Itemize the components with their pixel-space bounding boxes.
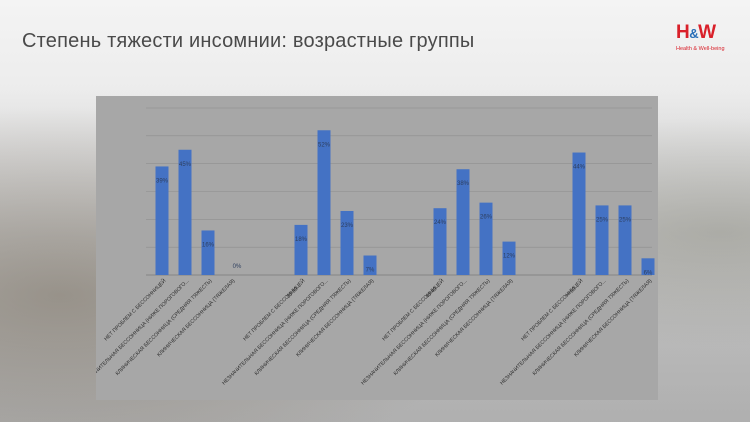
category-label: НЕЗНАЧИТЕЛЬНАЯ БЕССОННИЦА (НИЖЕ ПОРОГОВО… <box>360 278 468 386</box>
category-label: НЕЗНАЧИТЕЛЬНАЯ БЕССОННИЦА (НИЖЕ ПОРОГОВО… <box>499 278 607 386</box>
data-label: 45% <box>179 162 192 168</box>
category-label: КЛИНИЧЕСКАЯ БЕССОННИЦА (СРЕДНЯЯ ТЯЖЕСТЬ) <box>115 278 214 377</box>
brand-logo: H&W Health & Well-being <box>676 22 740 60</box>
category-label: КЛИНИЧЕСКАЯ БЕССОННИЦА (СРЕДНЯЯ ТЯЖЕСТЬ) <box>393 278 492 377</box>
data-label: 26% <box>480 215 493 221</box>
chart-svg: 39%НЕТ ПРОБЛЕМ С БЕССОННИЦЕЙ45%НЕЗНАЧИТЕ… <box>96 107 655 386</box>
data-label: 7% <box>366 268 375 274</box>
bar <box>479 202 493 275</box>
logo-subtext: Health & Well-being <box>676 46 725 52</box>
data-label: 52% <box>318 142 331 148</box>
bar <box>178 149 192 275</box>
bar <box>572 152 586 275</box>
bar <box>317 130 331 275</box>
bar <box>618 205 632 275</box>
category-label: КЛИНИЧЕСКАЯ БЕССОННИЦА (СРЕДНЯЯ ТЯЖЕСТЬ) <box>254 278 353 377</box>
data-label: 12% <box>503 254 516 260</box>
data-label: 24% <box>434 220 447 226</box>
data-label: 44% <box>573 165 586 171</box>
bar <box>340 210 354 275</box>
bar <box>363 255 377 275</box>
data-label: 25% <box>619 217 632 223</box>
data-label: 25% <box>596 217 609 223</box>
data-label: 18% <box>295 237 308 243</box>
logo-mark: H&W <box>676 22 716 43</box>
bar <box>201 230 215 275</box>
data-label: 6% <box>644 270 653 276</box>
data-label: 16% <box>202 242 215 248</box>
category-label: КЛИНИЧЕСКАЯ БЕССОННИЦА (СРЕДНЯЯ ТЯЖЕСТЬ) <box>532 278 631 377</box>
bar <box>641 258 655 275</box>
data-label: 23% <box>341 223 354 229</box>
bar <box>433 208 447 275</box>
bar <box>155 166 169 275</box>
bar <box>456 169 470 275</box>
bar <box>294 224 308 275</box>
data-label: 39% <box>156 178 169 184</box>
bar-chart: 39% НЕТ ПРОБЛЕМ С БЕССОННИЦЕЙ 45% НЕЗНАЧИТЕ… <box>96 96 658 400</box>
bar <box>595 205 609 275</box>
data-label: 38% <box>457 181 470 187</box>
slide-title: Степень тяжести инсомнии: возрастные гру… <box>22 30 475 52</box>
data-label: 0% <box>233 264 242 270</box>
category-label: НЕЗНАЧИТЕЛЬНАЯ БЕССОННИЦА (НИЖЕ ПОРОГОВО… <box>221 278 329 386</box>
bar <box>502 241 516 275</box>
